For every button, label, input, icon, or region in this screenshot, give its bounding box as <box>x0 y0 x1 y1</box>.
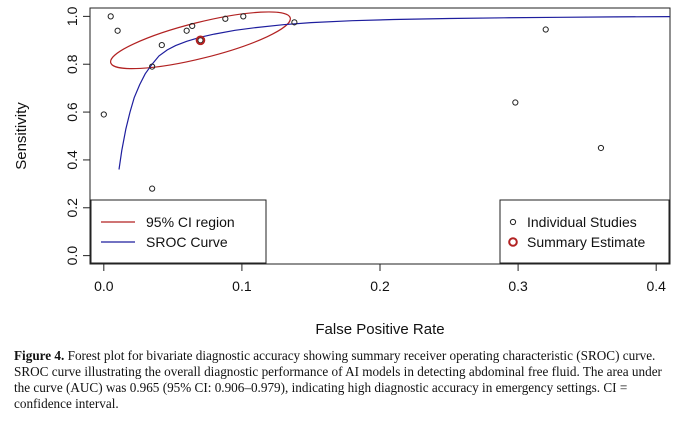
study-point <box>197 37 204 44</box>
legend-study-label: Individual Studies <box>527 214 637 230</box>
x-tick-label: 0.3 <box>508 278 528 294</box>
study-point <box>100 111 107 118</box>
study-point <box>149 63 156 70</box>
y-tick-label: 0.2 <box>64 198 80 218</box>
sroc-chart: 0.0 0.1 0.2 0.3 0.4 0.0 0.2 0.4 0.6 0.8 1.0 False… <box>13 6 671 338</box>
plot-area <box>100 11 671 192</box>
legend-right-box <box>499 199 670 264</box>
study-point <box>114 27 121 34</box>
legend-summary-label: Summary Estimate <box>527 234 645 250</box>
study-point <box>189 22 196 30</box>
x-tick-label: 0.2 <box>370 278 390 294</box>
x-tick-label: 0.1 <box>232 278 252 294</box>
study-point <box>158 41 165 49</box>
caption-text: Forest plot for bivariate diagnostic acc… <box>14 348 662 411</box>
ci-region-ellipse <box>109 11 291 70</box>
legend-right: Individual Studies Summary Estimate <box>499 199 670 264</box>
legend-sroc-label: SROC Curve <box>146 234 228 250</box>
y-tick-label: 0.6 <box>64 102 80 122</box>
summary-estimate-point <box>195 35 206 46</box>
x-tick-label: 0.0 <box>94 278 114 294</box>
figure-caption: Figure 4. Forest plot for bivariate diag… <box>14 348 666 412</box>
caption-label: Figure 4. <box>14 348 65 363</box>
y-axis-title: Sensitivity <box>13 102 30 170</box>
legend-study-symbol <box>509 218 517 226</box>
y-tick-label: 0.8 <box>64 54 80 74</box>
legend-left: 95% CI region SROC Curve <box>90 199 267 264</box>
study-point <box>240 13 247 20</box>
y-tick-label: 0.4 <box>64 150 80 170</box>
x-tick-label: 0.4 <box>646 278 666 294</box>
study-point <box>222 15 229 22</box>
study-point <box>107 13 114 20</box>
study-point <box>149 185 156 192</box>
study-point <box>542 26 549 33</box>
x-axis-title: False Positive Rate <box>315 321 444 338</box>
legend-summary-symbol <box>508 237 518 247</box>
y-tick-label: 0.0 <box>64 246 80 266</box>
legend-ci-label: 95% CI region <box>146 214 235 230</box>
study-point <box>183 27 190 34</box>
study-point <box>597 144 605 152</box>
x-axis: 0.0 0.1 0.2 0.3 0.4 <box>94 264 666 294</box>
y-tick-label: 1.0 <box>64 6 80 26</box>
study-point <box>291 19 298 26</box>
study-point <box>512 99 519 106</box>
legend-left-box <box>90 199 267 264</box>
sroc-curve-line <box>118 16 671 170</box>
y-axis: 0.0 0.2 0.4 0.6 0.8 1.0 <box>64 6 90 265</box>
